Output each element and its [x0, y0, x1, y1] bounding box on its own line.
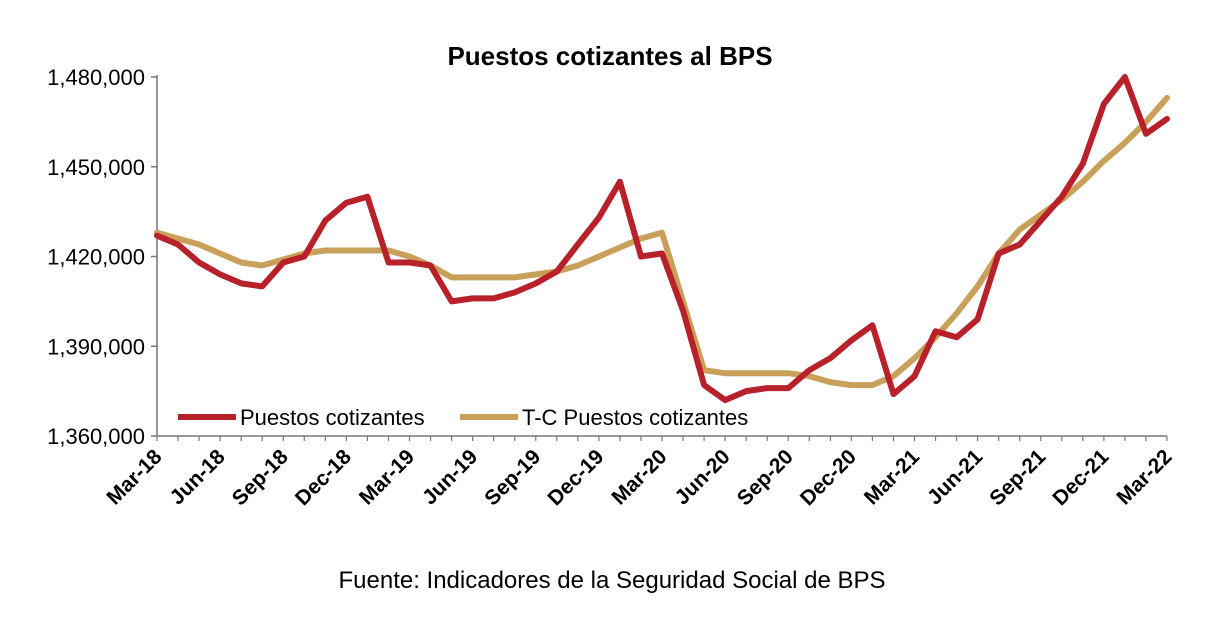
x-tick-label: Dec-21 — [1048, 445, 1113, 510]
x-tick-label: Sep-20 — [733, 445, 798, 510]
x-tick-label: Mar-18 — [102, 445, 166, 509]
y-tick-label: 1,450,000 — [47, 155, 145, 180]
series-line-puestos-cotizantes — [154, 74, 1170, 404]
x-tick-label: Dec-18 — [291, 445, 356, 510]
x-tick-label: Mar-22 — [1112, 445, 1176, 509]
x-tick-label: Jun-21 — [923, 445, 987, 509]
x-tick-label: Dec-20 — [796, 445, 861, 510]
x-tick-label: Mar-21 — [860, 445, 924, 509]
x-tick-label: Dec-19 — [543, 445, 608, 510]
chart-title: Puestos cotizantes al BPS — [447, 41, 772, 71]
x-tick-label: Mar-20 — [607, 445, 671, 509]
y-tick-label: 1,420,000 — [47, 245, 145, 270]
legend-label-tc-puestos-cotizantes: T-C Puestos cotizantes — [522, 405, 748, 430]
x-axis: Mar-18Jun-18Sep-18Dec-18Mar-19Jun-19Sep-… — [102, 435, 1177, 510]
x-tick-label: Sep-18 — [228, 445, 293, 510]
y-tick-label: 1,480,000 — [47, 65, 145, 90]
series-line-tc-puestos-cotizantes — [154, 94, 1170, 389]
x-tick-label: Jun-18 — [166, 445, 230, 509]
source-note: Fuente: Indicadores de la Seguridad Soci… — [338, 567, 885, 594]
x-tick-label: Sep-21 — [985, 445, 1050, 510]
series-group — [154, 74, 1170, 404]
y-tick-label: 1,360,000 — [47, 424, 145, 449]
y-tick-label: 1,390,000 — [47, 334, 145, 359]
x-tick-label: Mar-19 — [355, 445, 419, 509]
legend-label-puestos-cotizantes: Puestos cotizantes — [240, 405, 425, 430]
x-tick-label: Jun-20 — [671, 445, 735, 509]
y-axis: 1,360,000 1,390,000 1,420,000 1,450,000 1,48… — [47, 65, 158, 449]
legend: Puestos cotizantes T-C Puestos cotizante… — [178, 405, 748, 430]
x-tick-label: Jun-19 — [418, 445, 482, 509]
x-tick-label: Sep-19 — [480, 445, 545, 510]
